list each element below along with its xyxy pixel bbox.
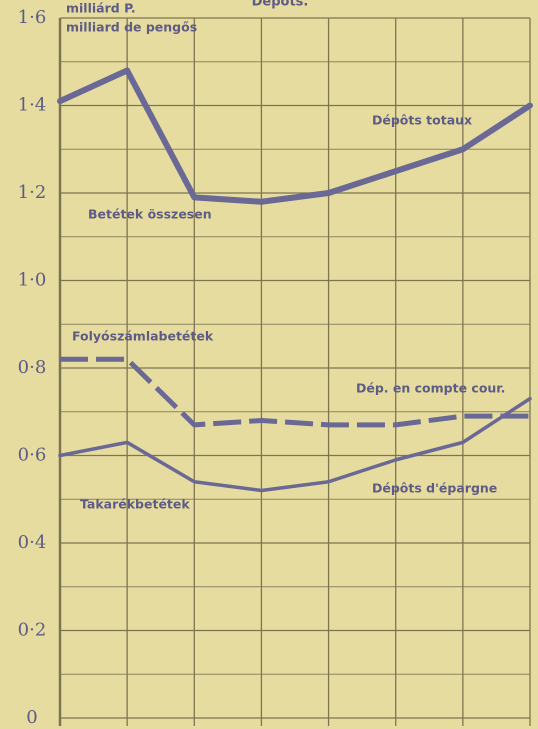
y-tick-label: 1·2 xyxy=(18,182,47,203)
y-tick-label: 0·4 xyxy=(18,532,47,553)
series-line xyxy=(57,67,533,205)
series-line xyxy=(60,356,530,428)
y-tick-label: 0·2 xyxy=(18,620,47,641)
series-label-fr: Dép. en compte cour. xyxy=(356,381,505,396)
y-tick-label: 0·8 xyxy=(18,357,47,378)
y-tick-label: 0·6 xyxy=(18,445,47,466)
y-tick-label: 1·4 xyxy=(18,95,47,116)
y-tick-label: 1·6 xyxy=(18,7,47,28)
series-label: Takarékbetétek xyxy=(80,497,190,512)
series-label: Folyószámlabetétek xyxy=(72,329,214,344)
chart-title: Dépots. xyxy=(252,0,309,10)
series-line xyxy=(58,396,532,493)
unit-label: milliárd P. xyxy=(66,1,136,16)
series-label: Betétek összesen xyxy=(88,207,212,222)
y-tick-label: 0 xyxy=(26,707,37,728)
y-tick-label: 1·0 xyxy=(18,270,47,291)
unit-label-fr: milliard de pengős xyxy=(66,20,197,35)
series-label-fr: Dépôts d'épargne xyxy=(372,481,497,496)
series-label-fr: Dépôts totaux xyxy=(372,113,472,128)
